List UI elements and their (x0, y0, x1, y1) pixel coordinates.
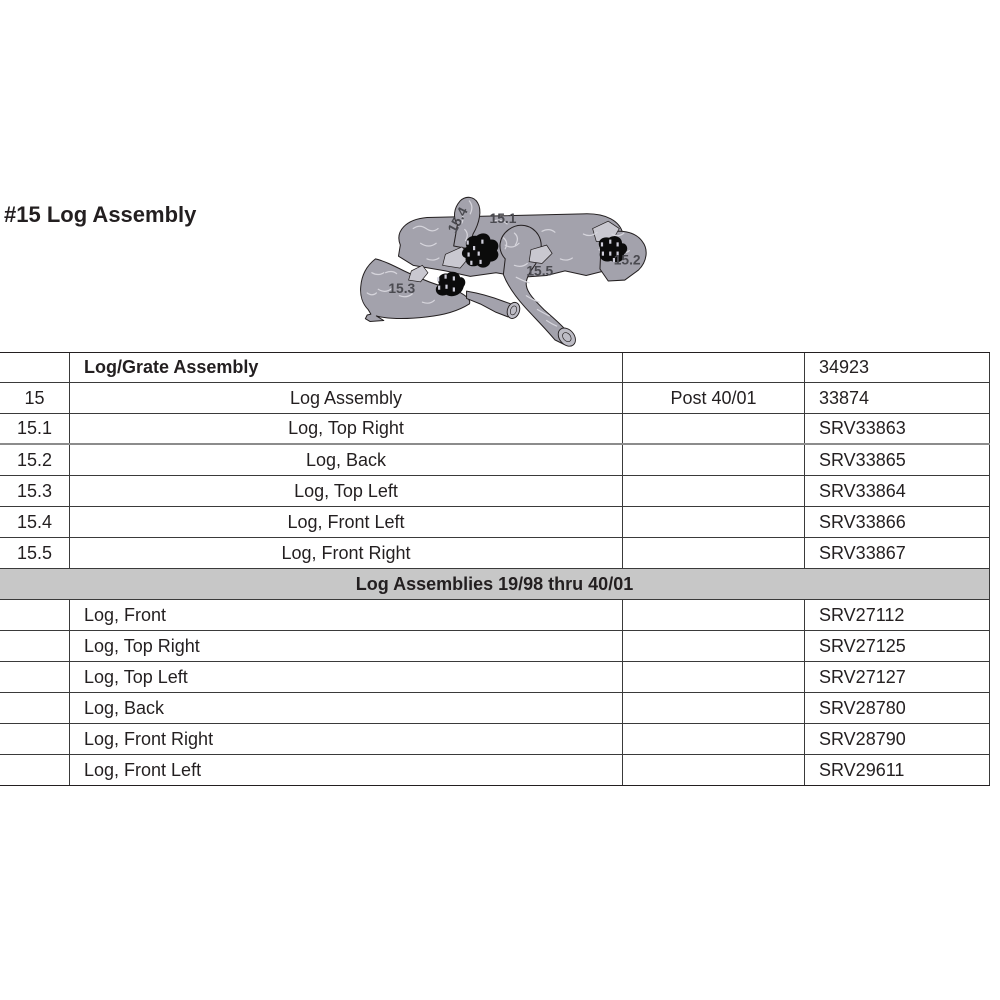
svg-text:15.3: 15.3 (388, 281, 415, 296)
svg-text:15.5: 15.5 (526, 263, 553, 278)
svg-text:15.1: 15.1 (490, 211, 517, 226)
svg-text:15.2: 15.2 (614, 252, 641, 267)
